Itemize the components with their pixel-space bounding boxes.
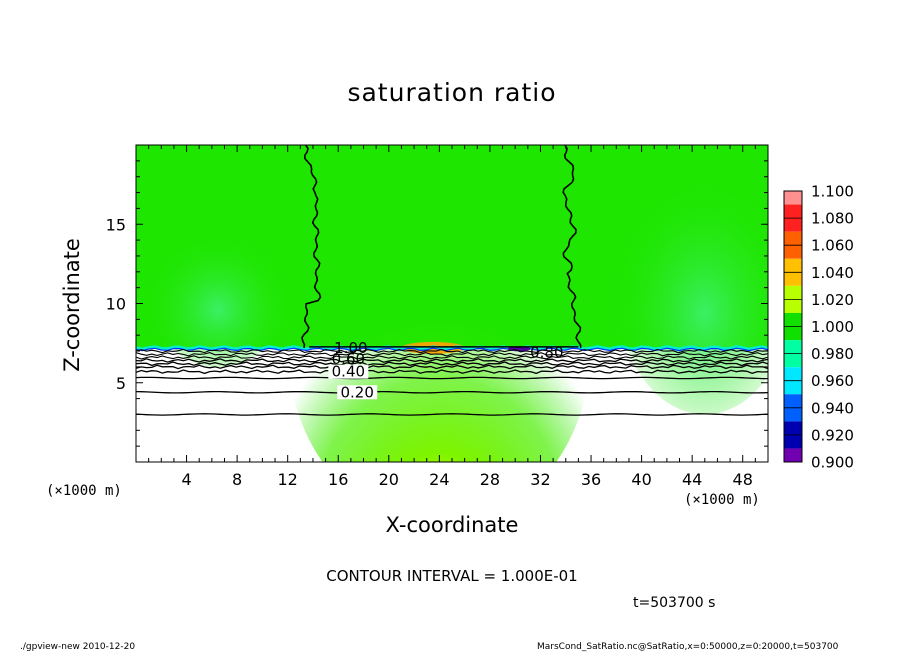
cloud-edge-cyan bbox=[136, 345, 768, 351]
colorbar-label: 1.100 bbox=[811, 183, 854, 201]
contour-label: 0.20 bbox=[340, 383, 373, 401]
y-tick-label: 5 bbox=[116, 374, 126, 393]
footer-right-text: MarsCond_SatRatio.nc@SatRatio,x=0:50000,… bbox=[537, 642, 839, 652]
colorbar-label: 1.060 bbox=[811, 237, 854, 255]
x-tick-label: 24 bbox=[429, 470, 449, 489]
contour-line bbox=[136, 376, 768, 380]
contour-label: 1.00 bbox=[334, 339, 367, 357]
contour-line bbox=[136, 355, 768, 360]
footer-left-text: ./gpview-new 2010-12-20 bbox=[20, 642, 136, 652]
x-tick-label: 8 bbox=[232, 470, 242, 489]
time-label: t=503700 s bbox=[633, 595, 716, 611]
x-tick-label: 12 bbox=[278, 470, 298, 489]
x-unit-label-right: (×1000 m) bbox=[684, 492, 760, 508]
contour-line bbox=[136, 369, 768, 375]
contour-line bbox=[136, 390, 768, 394]
contour-label-bg bbox=[328, 364, 369, 379]
colorbar-label: 1.080 bbox=[811, 210, 854, 228]
y-tick-label: 10 bbox=[106, 295, 126, 314]
x-tick-label: 48 bbox=[733, 470, 753, 489]
y-tick-label: 15 bbox=[106, 215, 126, 234]
cloud-edge-blue bbox=[136, 347, 768, 352]
x-tick-label: 44 bbox=[682, 470, 702, 489]
x-unit-label-left: (×1000 m) bbox=[46, 483, 122, 499]
contour-interval-text: CONTOUR INTERVAL = 1.000E-01 bbox=[326, 567, 578, 585]
x-tick-label: 20 bbox=[379, 470, 399, 489]
contour-label-bg bbox=[337, 385, 378, 400]
x-tick-label: 16 bbox=[328, 470, 348, 489]
contour-label: 0.60 bbox=[332, 350, 365, 368]
colorbar-label: 0.900 bbox=[811, 454, 854, 472]
contour-line bbox=[136, 364, 768, 370]
contour-1.00-left bbox=[301, 145, 322, 348]
chart-title: saturation ratio bbox=[347, 78, 557, 107]
contour-line bbox=[136, 351, 768, 357]
colorbar-label: 1.040 bbox=[811, 264, 854, 282]
x-tick-label: 36 bbox=[581, 470, 601, 489]
colorbar-swatch bbox=[784, 191, 802, 205]
contour-line bbox=[136, 348, 768, 354]
contour-label: 0.80 bbox=[530, 344, 563, 362]
colorbar-label: 0.980 bbox=[811, 345, 854, 363]
colorbar-label: 1.020 bbox=[811, 291, 854, 309]
x-tick-label: 32 bbox=[530, 470, 550, 489]
x-tick-label: 28 bbox=[480, 470, 500, 489]
colorbar-swatch bbox=[784, 448, 802, 462]
contour-line bbox=[136, 361, 768, 367]
x-tick-label: 40 bbox=[631, 470, 651, 489]
x-axis-label: X-coordinate bbox=[385, 513, 519, 537]
contour-label: 0.40 bbox=[332, 363, 365, 381]
contour-1.00-right bbox=[562, 145, 582, 348]
colorbar-label: 1.000 bbox=[811, 318, 854, 336]
contour-line bbox=[136, 413, 768, 416]
contour-line bbox=[136, 358, 768, 363]
field-left-plume bbox=[148, 224, 288, 367]
colorbar-label: 0.940 bbox=[811, 399, 854, 417]
x-tick-label: 4 bbox=[181, 470, 191, 489]
y-axis-label: Z-coordinate bbox=[60, 238, 84, 372]
colorbar-label: 0.960 bbox=[811, 372, 854, 390]
colorbar-label: 0.920 bbox=[811, 426, 854, 444]
